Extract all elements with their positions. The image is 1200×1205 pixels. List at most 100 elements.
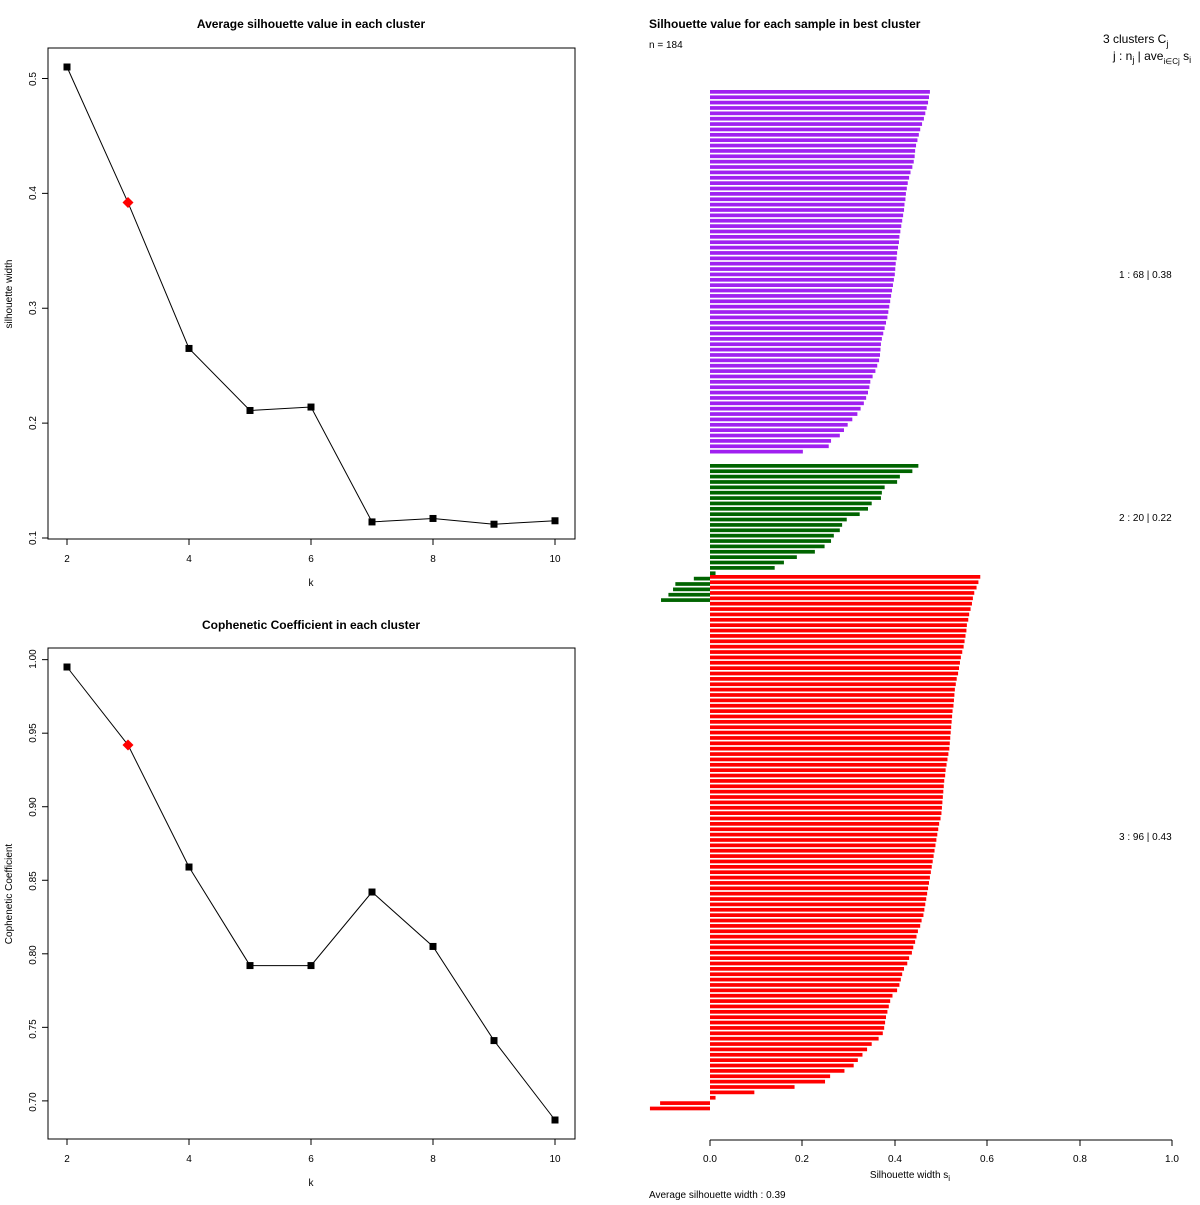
- silhouette-bar: [710, 703, 954, 708]
- panel1-x-ticks: 2 4 6 8 10: [64, 554, 561, 565]
- silhouette-bar: [710, 585, 977, 590]
- silhouette-bar: [710, 1031, 883, 1036]
- silhouette-bar: [710, 628, 967, 633]
- silhouette-bar: [710, 940, 916, 944]
- panel2-ytick-label: 1.00: [28, 649, 39, 669]
- silhouette-bar: [710, 1015, 887, 1020]
- silhouette-bar: [710, 832, 938, 837]
- silhouette-bar: [710, 149, 916, 153]
- silhouette-bar: [710, 197, 906, 202]
- panel2-ytick-label: 0.85: [28, 871, 39, 891]
- panel1-ytick-label: 0.2: [28, 416, 39, 430]
- silhouette-bar: [649, 1106, 710, 1111]
- silhouette-bar: [710, 374, 873, 379]
- panel2-xtick-label: 2: [64, 1154, 70, 1165]
- silhouette-bar: [710, 439, 832, 443]
- silhouette-bar: [710, 337, 882, 341]
- silhouette-bar: [710, 444, 829, 449]
- data-point: [185, 344, 193, 352]
- panel2-y-ticks: 0.70 0.75 0.80 0.85 0.90 0.95 1.00: [28, 649, 39, 1112]
- silhouette-bar: [710, 480, 898, 484]
- silhouette-bar: [710, 229, 901, 234]
- silhouette-bar: [710, 544, 825, 549]
- silhouette-bar: [710, 779, 945, 783]
- silhouette-bar: [710, 251, 898, 255]
- panel1-ytick-label: 0.5: [28, 72, 39, 86]
- silhouette-bar: [710, 983, 900, 987]
- silhouette-bar: [710, 512, 860, 517]
- silhouette-bar: [710, 848, 935, 853]
- data-point: [368, 518, 376, 526]
- silhouette-bar: [710, 138, 918, 143]
- silhouette-bar: [710, 1004, 889, 1009]
- panel3-footer: Average silhouette width : 0.39: [649, 1190, 786, 1200]
- silhouette-bar: [710, 106, 927, 110]
- silhouette-bar: [710, 859, 933, 864]
- silhouette-bar: [710, 412, 858, 416]
- panel3-title: Silhouette value for each sample in best…: [649, 17, 921, 31]
- silhouette-bar: [710, 449, 803, 454]
- silhouette-bar: [710, 972, 903, 977]
- silhouette-bar: [710, 485, 885, 490]
- silhouette-bar: [710, 245, 899, 250]
- panel2-xtick-label: 4: [186, 1154, 192, 1165]
- silhouette-bar: [710, 999, 891, 1003]
- silhouette-bar: [710, 1036, 879, 1041]
- series-line: [66, 666, 556, 1121]
- panel2-xtick-label: 6: [308, 1154, 314, 1165]
- silhouette-bar: [710, 353, 881, 357]
- silhouette-bar: [710, 773, 946, 778]
- silhouette-bar: [710, 342, 881, 347]
- silhouette-bar: [710, 490, 882, 495]
- silhouette-bar: [673, 587, 710, 592]
- silhouette-bar: [710, 501, 872, 506]
- silhouette-bar: [710, 143, 917, 148]
- silhouette-bar: [710, 816, 941, 821]
- silhouette-bar: [710, 719, 952, 724]
- silhouette-bar: [710, 326, 885, 330]
- data-point: [551, 1116, 559, 1124]
- silhouette-bar: [710, 272, 895, 277]
- panel1-ytick-label: 0.4: [28, 186, 39, 200]
- silhouette-bar: [710, 159, 914, 164]
- silhouette-bar: [710, 591, 975, 595]
- silhouette-bar: [710, 967, 905, 971]
- panel1-xtick-label: 2: [64, 554, 70, 565]
- silhouette-bar: [710, 299, 891, 304]
- silhouette-bar: [710, 693, 955, 697]
- silhouette-bar: [710, 1020, 886, 1025]
- data-point: [307, 403, 315, 411]
- data-point: [429, 942, 437, 950]
- silhouette-bar-panel: Silhouette value for each sample in best…: [649, 17, 1191, 1201]
- silhouette-bar: [710, 320, 887, 325]
- silhouette-bar: [710, 304, 890, 309]
- panel1-frame: [47, 47, 576, 540]
- silhouette-bar: [710, 655, 961, 660]
- silhouette-bar: [710, 639, 965, 644]
- panel3-header-clusters: 3 clusters Cj: [1103, 32, 1168, 49]
- silhouette-bar: [710, 406, 861, 411]
- silhouette-bar: [710, 784, 944, 789]
- silhouette-bar: [693, 576, 710, 581]
- silhouette-bar: [710, 929, 918, 934]
- silhouette-bar: [710, 644, 964, 649]
- silhouette-bar: [710, 934, 917, 939]
- silhouette-bar: [710, 186, 907, 191]
- cluster-3-label: 3 : 96 | 0.43: [1119, 832, 1172, 843]
- silhouette-bar: [710, 1063, 854, 1068]
- silhouette-bar: [710, 752, 949, 756]
- panel3-x-ticks: 0.0 0.2 0.4 0.6 0.8 1.0: [703, 1140, 1179, 1165]
- silhouette-bar: [710, 95, 929, 100]
- silhouette-bar: [710, 682, 956, 687]
- silhouette-bar: [710, 310, 889, 314]
- silhouette-bar: [710, 709, 953, 713]
- cophenetic-line-panel: Cophenetic Coefficient in each cluster 2…: [4, 618, 576, 1189]
- panel1-y-axis-label: silhouette width: [4, 260, 15, 329]
- silhouette-bar: [710, 864, 932, 869]
- silhouette-bar: [710, 523, 843, 527]
- panel2-ytick-label: 0.90: [28, 797, 39, 817]
- data-point: [551, 517, 559, 525]
- silhouette-bar: [710, 277, 894, 282]
- silhouette-bar: [710, 660, 960, 665]
